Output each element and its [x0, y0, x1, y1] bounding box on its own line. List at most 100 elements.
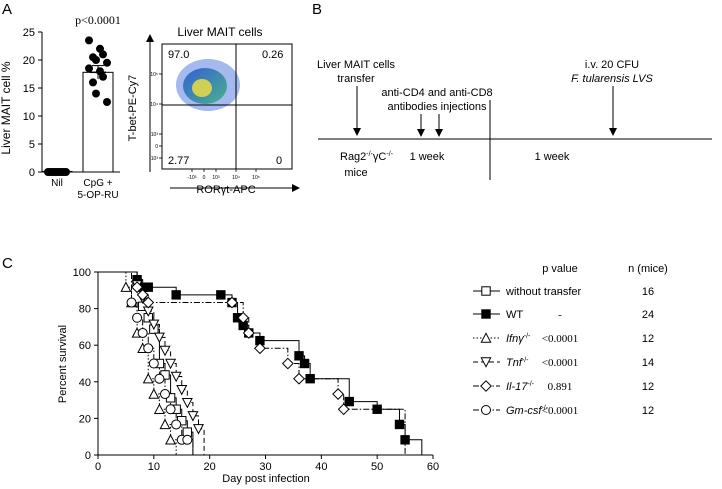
- panel-letter-b: B: [312, 1, 322, 18]
- survival-y-tick-label: 80: [79, 304, 91, 316]
- flow-y-tick-label: 10⁵: [150, 72, 158, 78]
- survival-marker: [153, 403, 165, 414]
- survival-marker: [192, 424, 205, 435]
- legend-series-label: without transfer: [505, 286, 582, 298]
- data-point: [89, 78, 97, 87]
- flow-y-tick-label: -10³: [149, 156, 158, 162]
- survival-marker: [165, 404, 176, 415]
- survival-x-tick-label: 30: [259, 461, 271, 473]
- flow-x-tick-label: -10³: [188, 175, 197, 181]
- flow-frame: [161, 43, 293, 170]
- quadrant-upper-left: 97.0: [168, 49, 189, 61]
- p-value-annotation: p<0.0001: [75, 13, 121, 27]
- survival-marker: [165, 434, 177, 445]
- legend-n-mice: 12: [642, 405, 654, 417]
- survival-marker: [187, 411, 199, 422]
- week-label-2: 1 week: [535, 151, 570, 163]
- data-point: [92, 89, 100, 98]
- legend-marker: [480, 380, 492, 392]
- survival-marker: [143, 343, 154, 354]
- flow-y-tick-label: 0: [155, 144, 158, 150]
- mice-label-line1: Rag2-/-γC-/-: [340, 151, 394, 163]
- survival-y-tick-label: 0: [85, 450, 91, 462]
- survival-y-tick-label: 20: [79, 413, 91, 425]
- survival-marker: [142, 296, 155, 309]
- week-label-1: 1 week: [410, 151, 445, 163]
- survival-marker: [226, 296, 238, 309]
- legend-marker: [481, 405, 491, 415]
- survival-marker: [159, 418, 171, 430]
- survival-x-tick-label: 0: [95, 461, 101, 473]
- survival-marker: [159, 345, 171, 357]
- survival-marker: [182, 434, 193, 445]
- flow-x-tick-label: 10⁵: [252, 175, 260, 181]
- injection-arrowhead-1: [417, 129, 425, 137]
- survival-x-tick-label: 10: [148, 461, 160, 473]
- legend-n-mice: 12: [642, 333, 654, 345]
- legend-n-mice: 12: [642, 381, 654, 393]
- legend-p-value: <0.0001: [542, 405, 578, 417]
- infection-label-line1: i.v. 20 CFU: [585, 59, 639, 71]
- survival-marker: [143, 282, 153, 292]
- survival-x-tick-label: 40: [315, 461, 327, 473]
- survival-x-tick-label: 50: [371, 461, 383, 473]
- legend-p-value: -: [558, 309, 562, 321]
- survival-y-tick-label: 40: [79, 377, 91, 389]
- flow-y-arrowhead: [146, 34, 154, 42]
- survival-marker: [171, 290, 181, 300]
- flow-density-core: [192, 79, 212, 97]
- survival-y-tick-label: 60: [79, 340, 91, 352]
- survival-marker: [131, 281, 143, 294]
- flow-y-label: T-bet-PE-Cy7: [127, 75, 139, 142]
- survival-marker: [137, 327, 148, 338]
- transfer-arrowhead: [353, 128, 361, 136]
- flow-title: Liver MAIT cells: [177, 25, 262, 39]
- survival-marker: [148, 319, 160, 331]
- data-point: [99, 72, 107, 81]
- survival-x-tick-label: 60: [427, 461, 439, 473]
- antibody-label-line1: anti-CD4 and anti-CD8: [381, 87, 492, 99]
- data-point: [85, 64, 93, 73]
- legend-n-mice: 24: [642, 309, 654, 321]
- quadrant-lower-left: 2.77: [168, 155, 189, 167]
- category-cpg-line2: 5-OP-RU: [77, 190, 118, 201]
- flow-x-arrowhead: [292, 184, 300, 192]
- survival-marker: [372, 404, 382, 414]
- panel-letter-c: C: [2, 255, 13, 272]
- legend-header-p-value: p value: [542, 263, 577, 275]
- bar-y-tick-label: 5: [29, 139, 35, 151]
- bar-chart: Liver MAIT cell % p<0.0001 Nil CpG + 5-O…: [0, 13, 121, 201]
- legend-marker: [481, 309, 491, 319]
- survival-marker: [154, 373, 165, 384]
- timeline-diagram: Liver MAIT cells transfer anti-CD4 and a…: [317, 59, 712, 180]
- legend-p-value: <0.0001: [542, 333, 578, 345]
- survival-marker: [394, 419, 405, 430]
- bar-y-label: Liver MAIT cell %: [0, 61, 13, 154]
- survival-marker: [176, 384, 188, 396]
- survival-marker: [344, 396, 354, 407]
- survival-marker: [148, 358, 159, 369]
- panel-letter-a: A: [2, 1, 12, 18]
- transfer-label-line1: Liver MAIT cells: [317, 59, 396, 71]
- bar-y-tick-label: 0: [29, 167, 35, 179]
- survival-marker: [299, 358, 310, 369]
- legend-p-value: -: [558, 286, 562, 298]
- legend-series-label: Tnf-/-: [506, 357, 529, 369]
- survival-marker: [148, 388, 160, 399]
- legend-series-label: WT: [506, 309, 523, 321]
- antibody-label-line2: antibodies injections: [387, 101, 487, 113]
- flow-x-tick-label: 10⁴: [232, 175, 240, 181]
- survival-y-label: Percent survival: [57, 325, 69, 403]
- quadrant-upper-right: 0.26: [262, 49, 283, 61]
- data-point: [103, 58, 111, 67]
- survival-marker: [305, 373, 315, 384]
- legend-marker: [480, 332, 492, 343]
- flow-cytometry-plot: Liver MAIT cells 97.0 0.26 2.77 0 T-bet-…: [127, 25, 300, 196]
- survival-marker: [181, 397, 193, 409]
- legend-p-value: 0.891: [548, 381, 573, 393]
- survival-marker: [400, 435, 410, 445]
- survival-marker: [294, 351, 304, 361]
- survival-marker: [242, 327, 255, 339]
